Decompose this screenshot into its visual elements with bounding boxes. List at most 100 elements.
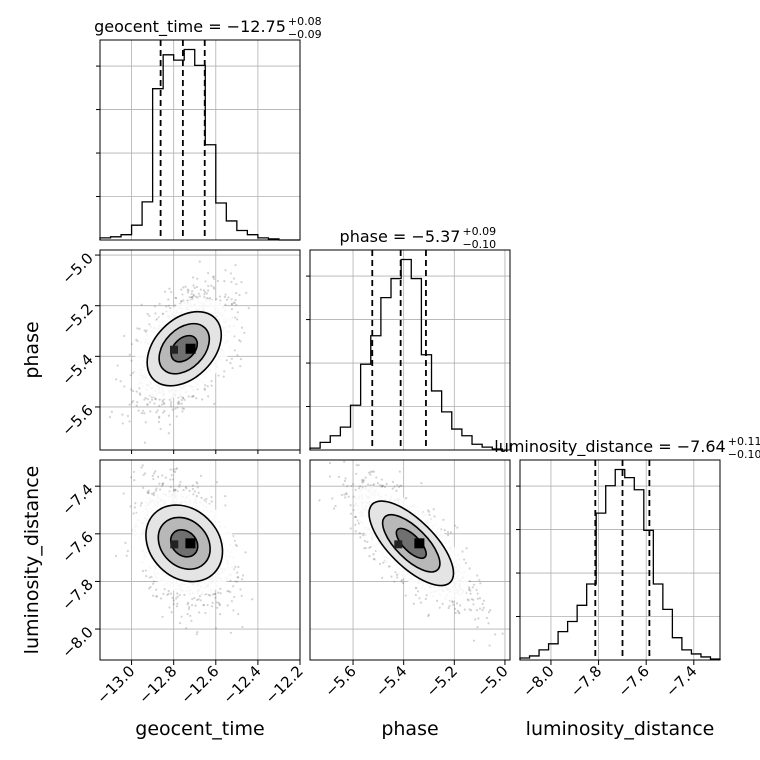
sample-point <box>154 398 157 401</box>
sample-point <box>339 456 341 458</box>
sample-point <box>193 490 196 493</box>
sample-point <box>149 401 152 404</box>
sample-point <box>468 608 471 611</box>
sample-point <box>469 592 472 595</box>
sample-point <box>438 606 441 609</box>
sample-point <box>191 395 195 398</box>
sample-point <box>161 482 164 485</box>
sample-point <box>136 327 139 330</box>
sample-point <box>229 590 232 594</box>
sample-point <box>143 329 146 332</box>
sample-point <box>169 478 172 481</box>
sample-point <box>224 293 227 296</box>
sample-point <box>224 495 227 498</box>
sample-point <box>463 608 466 611</box>
sample-point <box>154 470 157 473</box>
sample-point <box>155 595 159 598</box>
sample-point <box>139 393 142 396</box>
histogram-phase <box>309 258 504 450</box>
sample-point <box>146 403 149 406</box>
sample-point <box>225 298 229 301</box>
sample-point <box>155 411 158 414</box>
sample-point <box>482 599 486 602</box>
sample-point <box>412 602 415 605</box>
sample-point <box>235 544 239 547</box>
sample-point <box>206 296 209 300</box>
sample-point <box>158 415 161 418</box>
sample-point <box>240 594 243 597</box>
sample-point <box>344 496 347 499</box>
sample-point <box>240 281 243 284</box>
sample-point <box>237 565 240 569</box>
sample-point <box>204 280 207 283</box>
sample-point <box>225 359 228 362</box>
sample-point <box>202 603 205 607</box>
sample-point <box>187 607 190 611</box>
sample-point <box>487 622 490 625</box>
sample-point <box>230 307 234 311</box>
sample-point <box>167 592 170 595</box>
sample-point <box>393 485 396 488</box>
sample-point <box>354 530 357 533</box>
sample-point <box>198 611 201 614</box>
sample-point <box>359 536 362 539</box>
sample-point <box>354 523 357 526</box>
sample-point <box>136 339 139 343</box>
axes-frame <box>519 459 721 661</box>
sample-point <box>152 472 156 475</box>
sample-point <box>152 580 156 583</box>
sample-point <box>233 302 236 305</box>
sample-point <box>190 292 193 295</box>
panel-geocent_time-phase <box>99 249 301 451</box>
sample-point <box>121 413 124 416</box>
sample-point <box>190 619 193 622</box>
sample-point <box>162 592 165 595</box>
sample-point <box>402 581 405 585</box>
panel-geocent_time-luminosity_distance <box>99 459 301 661</box>
sample-point <box>126 414 130 418</box>
sample-point <box>196 277 199 280</box>
sample-point <box>210 284 213 287</box>
sample-point <box>167 298 170 301</box>
hist-panel-luminosity_distance: luminosity_distance = −7.64 +0.11−0.10 <box>494 435 760 661</box>
sample-point <box>146 403 149 406</box>
sample-point <box>213 287 216 290</box>
sample-point <box>229 272 232 275</box>
sample-point <box>123 334 126 338</box>
sample-point <box>362 478 365 482</box>
sample-point <box>125 554 128 557</box>
sample-point <box>229 631 232 634</box>
sample-point <box>358 487 361 490</box>
sample-point <box>176 406 179 409</box>
sample-point <box>396 484 399 487</box>
sample-point <box>332 507 336 510</box>
sample-point <box>171 408 174 411</box>
sample-point <box>186 288 189 291</box>
sample-point <box>212 275 216 278</box>
sample-point <box>352 495 355 498</box>
sample-point <box>141 569 145 573</box>
sample-point <box>132 470 135 474</box>
sample-point <box>183 593 186 596</box>
sample-point <box>175 296 178 300</box>
sample-point <box>195 285 199 289</box>
sample-point <box>178 483 181 486</box>
sample-point <box>251 598 254 601</box>
sample-point <box>170 290 173 294</box>
sample-point <box>425 594 428 597</box>
sample-point <box>475 609 479 612</box>
axes-frame <box>309 249 511 451</box>
sample-point <box>479 582 482 585</box>
sample-point <box>158 416 161 419</box>
sample-point <box>204 611 207 615</box>
sample-point <box>123 385 126 388</box>
sample-point <box>135 338 138 342</box>
sample-point <box>191 289 194 293</box>
sample-point <box>136 401 139 404</box>
sample-point <box>385 482 388 485</box>
sample-point <box>210 384 213 387</box>
sample-point <box>170 611 173 614</box>
axes-frame <box>99 39 301 241</box>
sample-point <box>168 606 171 609</box>
